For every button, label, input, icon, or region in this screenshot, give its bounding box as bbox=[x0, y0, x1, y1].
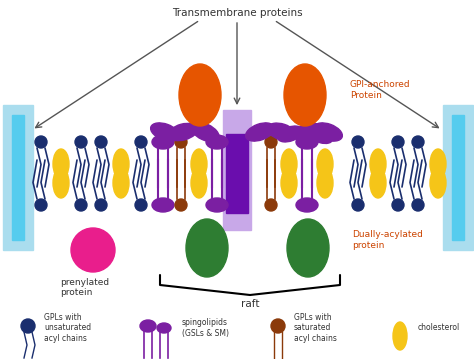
Ellipse shape bbox=[317, 149, 333, 179]
Ellipse shape bbox=[168, 123, 198, 141]
Ellipse shape bbox=[370, 149, 386, 179]
Bar bbox=[452, 115, 464, 240]
Circle shape bbox=[135, 199, 147, 211]
Ellipse shape bbox=[284, 64, 326, 126]
Circle shape bbox=[75, 199, 87, 211]
Ellipse shape bbox=[393, 322, 407, 350]
Text: Dually-acylated
protein: Dually-acylated protein bbox=[352, 230, 423, 250]
Circle shape bbox=[35, 136, 47, 148]
Text: GPI-anchored
Protein: GPI-anchored Protein bbox=[350, 80, 410, 100]
Ellipse shape bbox=[296, 198, 318, 212]
Circle shape bbox=[271, 319, 285, 333]
Ellipse shape bbox=[191, 149, 207, 179]
Ellipse shape bbox=[246, 123, 274, 141]
Ellipse shape bbox=[278, 126, 302, 142]
Ellipse shape bbox=[293, 123, 323, 141]
Text: raft: raft bbox=[241, 299, 259, 309]
Circle shape bbox=[71, 228, 115, 272]
Circle shape bbox=[265, 199, 277, 211]
Ellipse shape bbox=[314, 123, 342, 141]
Bar bbox=[12, 115, 24, 240]
Ellipse shape bbox=[370, 168, 386, 198]
Circle shape bbox=[392, 136, 404, 148]
Circle shape bbox=[175, 199, 187, 211]
Ellipse shape bbox=[206, 198, 228, 212]
Ellipse shape bbox=[53, 149, 69, 179]
Text: prenylated
protein: prenylated protein bbox=[60, 278, 109, 297]
Ellipse shape bbox=[430, 149, 446, 179]
Circle shape bbox=[352, 136, 364, 148]
Ellipse shape bbox=[186, 219, 228, 277]
Bar bbox=[443, 105, 473, 250]
Ellipse shape bbox=[430, 168, 446, 198]
Ellipse shape bbox=[113, 168, 129, 198]
Ellipse shape bbox=[157, 323, 171, 333]
Bar bbox=[3, 105, 33, 250]
Ellipse shape bbox=[191, 168, 207, 198]
Circle shape bbox=[412, 136, 424, 148]
Ellipse shape bbox=[151, 123, 179, 141]
Ellipse shape bbox=[296, 135, 318, 149]
Ellipse shape bbox=[152, 135, 174, 149]
Circle shape bbox=[392, 199, 404, 211]
Circle shape bbox=[95, 199, 107, 211]
Ellipse shape bbox=[287, 219, 329, 277]
Bar bbox=[226, 134, 248, 213]
Bar bbox=[223, 110, 251, 230]
Circle shape bbox=[412, 199, 424, 211]
Ellipse shape bbox=[281, 168, 297, 198]
Circle shape bbox=[135, 136, 147, 148]
Ellipse shape bbox=[152, 198, 174, 212]
Text: GPLs with
saturated
acyl chains: GPLs with saturated acyl chains bbox=[294, 313, 337, 343]
Ellipse shape bbox=[191, 122, 219, 142]
Text: cholesterol: cholesterol bbox=[418, 323, 460, 332]
Circle shape bbox=[265, 136, 277, 148]
Ellipse shape bbox=[206, 135, 228, 149]
Ellipse shape bbox=[311, 131, 333, 144]
Ellipse shape bbox=[267, 123, 296, 141]
Circle shape bbox=[352, 199, 364, 211]
Text: GPLs with
unsaturated
acyl chains: GPLs with unsaturated acyl chains bbox=[44, 313, 91, 343]
Circle shape bbox=[175, 136, 187, 148]
Circle shape bbox=[35, 199, 47, 211]
Ellipse shape bbox=[113, 149, 129, 179]
Ellipse shape bbox=[140, 320, 156, 332]
Ellipse shape bbox=[53, 168, 69, 198]
Circle shape bbox=[75, 136, 87, 148]
Text: spingolipids
(GSLs & SM): spingolipids (GSLs & SM) bbox=[182, 318, 229, 338]
Circle shape bbox=[21, 319, 35, 333]
Ellipse shape bbox=[317, 168, 333, 198]
Ellipse shape bbox=[281, 149, 297, 179]
Circle shape bbox=[95, 136, 107, 148]
Ellipse shape bbox=[179, 64, 221, 126]
Text: Transmembrane proteins: Transmembrane proteins bbox=[172, 8, 302, 18]
